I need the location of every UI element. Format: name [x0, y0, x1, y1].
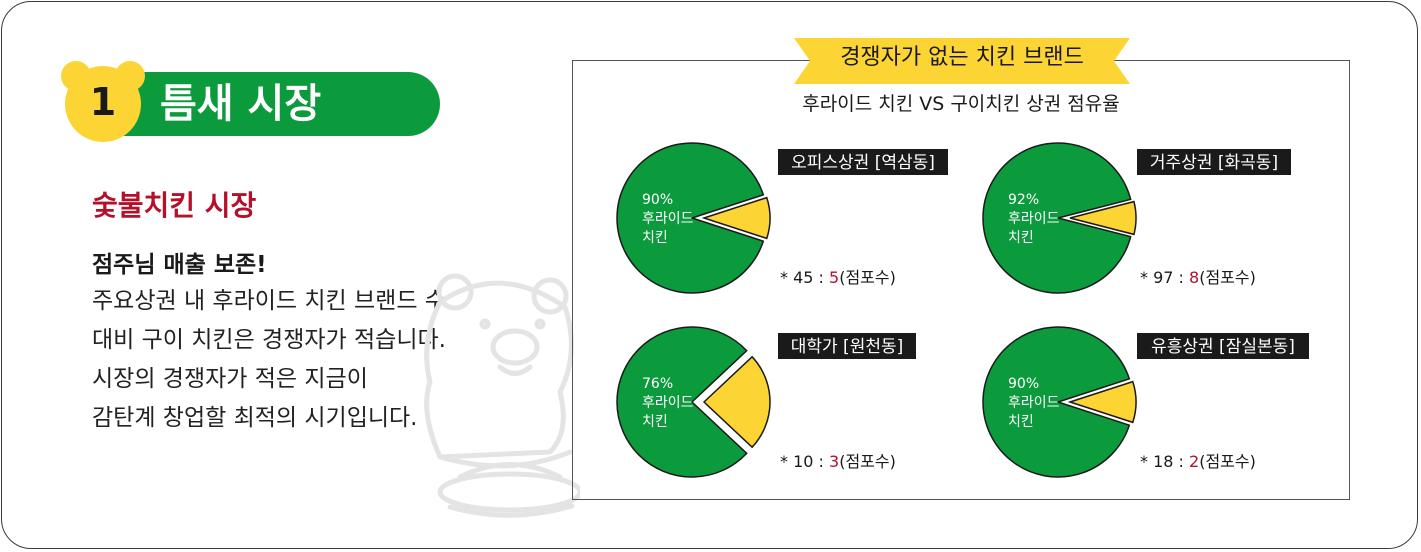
note-prefix: * 10 : — [780, 452, 829, 471]
content-line: 감탄계 창업할 최적의 시기입니다. — [92, 405, 418, 431]
pie-slice-label: 92% — [1008, 192, 1039, 208]
store-count-note: * 10 : 3(점포수) — [780, 452, 896, 471]
region-label-bg — [778, 149, 948, 175]
content-line: 시장의 경쟁자가 적은 지금이 — [92, 366, 368, 392]
bear-badge-icon — [61, 61, 145, 142]
pie-slice-main — [616, 142, 765, 294]
note-value: 3 — [829, 452, 839, 471]
pie-slice-other — [1067, 380, 1137, 424]
pie-slice-label: 후라이드 — [1008, 395, 1060, 411]
note-suffix: (점포수) — [1199, 452, 1256, 471]
note-suffix: (점포수) — [839, 452, 896, 471]
pie-slice-main — [982, 326, 1131, 478]
pie-slice-label: 90% — [642, 192, 673, 208]
pie-slice-label: 90% — [1008, 376, 1039, 392]
note-value: 8 — [1189, 268, 1199, 287]
pie-slice-label: 치킨 — [642, 414, 668, 430]
store-count-note: * 97 : 8(점포수) — [1140, 268, 1256, 287]
note-suffix: (점포수) — [839, 268, 896, 287]
note-value: 2 — [1189, 452, 1199, 471]
note-prefix: * 18 : — [1140, 452, 1189, 471]
region-label-bg — [1137, 333, 1309, 359]
pie-slice-other — [701, 196, 771, 240]
region-label: 유흥상권 [잠실본동] — [1151, 337, 1295, 357]
content-line: 주요상권 내 후라이드 치킨 브랜드 수 — [92, 288, 446, 314]
chart-title: 경쟁자가 없는 치킨 브랜드 — [840, 45, 1084, 70]
pie-slice-other — [1069, 200, 1137, 236]
section-number: 1 — [89, 80, 117, 124]
pie-slice-label: 후라이드 — [642, 211, 694, 227]
content-bold-line: 점주님 매출 보존! — [92, 252, 267, 278]
note-prefix: * 45 : — [780, 268, 829, 287]
region-label: 오피스상권 [역삼동] — [791, 153, 935, 173]
region-label-bg — [1137, 149, 1291, 175]
store-count-note: * 45 : 5(점포수) — [780, 268, 896, 287]
title-ribbon — [794, 38, 1130, 84]
pie-slice-label: 76% — [642, 376, 673, 392]
region-label-bg — [778, 333, 916, 359]
store-count-note: * 18 : 2(점포수) — [1140, 452, 1256, 471]
note-value: 5 — [829, 268, 839, 287]
region-label: 거주상권 [화곡동] — [1150, 153, 1278, 173]
pie-slice-main — [982, 142, 1132, 294]
section-title: 틈새 시장 — [160, 81, 322, 127]
content-line: 대비 구이 치킨은 경쟁자가 적습니다. — [92, 327, 446, 353]
pie-slice-label: 치킨 — [1008, 414, 1034, 430]
pie-slice-other — [702, 355, 771, 449]
pie-slice-label: 치킨 — [1008, 230, 1034, 246]
pie-slice-label: 후라이드 — [1008, 211, 1060, 227]
region-label: 대학가 [원천동] — [791, 337, 904, 357]
pie-slice-label: 후라이드 — [642, 395, 694, 411]
pie-slice-label: 치킨 — [642, 230, 668, 246]
pie-slice-main — [616, 326, 748, 478]
content-subtitle: 숯불치킨 시장 — [92, 189, 257, 222]
note-prefix: * 97 : — [1140, 268, 1189, 287]
chart-subtitle: 후라이드 치킨 VS 구이치킨 상권 점유율 — [802, 93, 1120, 115]
bear-mascot-watermark-icon — [424, 273, 580, 518]
note-suffix: (점포수) — [1199, 268, 1256, 287]
